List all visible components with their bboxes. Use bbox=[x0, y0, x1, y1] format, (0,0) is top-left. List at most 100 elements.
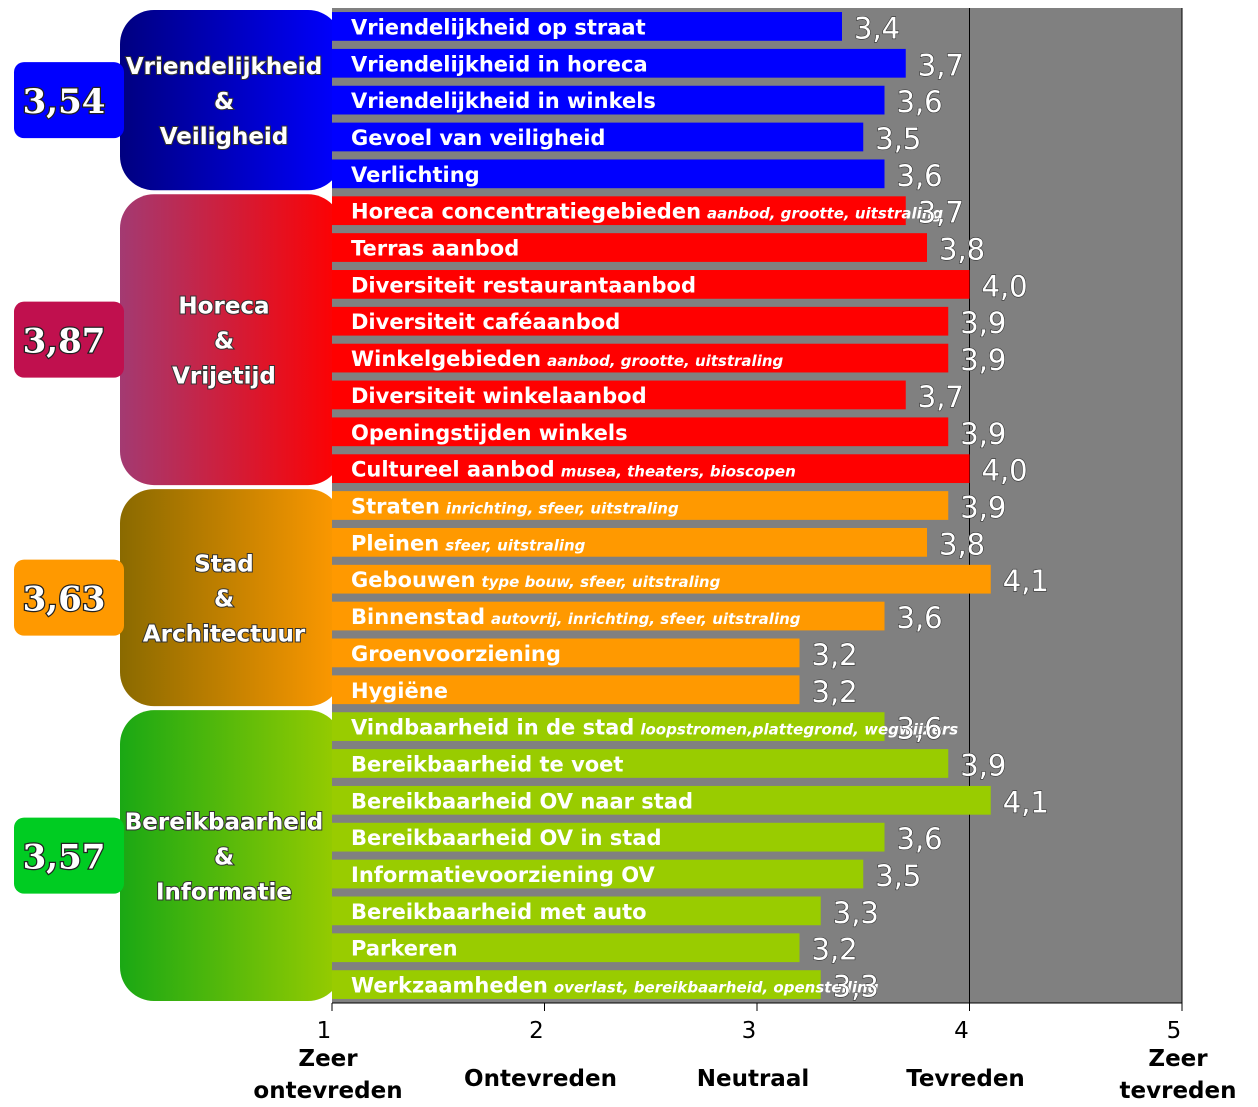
bar bbox=[332, 270, 970, 299]
bar-label-main: Openingstijden winkels bbox=[351, 421, 628, 445]
x-tick-caption: Neutraal bbox=[697, 1066, 809, 1092]
bar-row: Bereikbaarheid OV naar stad 4,1 bbox=[332, 785, 1049, 820]
value-label: 3,3 bbox=[833, 970, 879, 1004]
bar-label: Hygiëne bbox=[351, 679, 448, 703]
group-score: 3,57 bbox=[23, 838, 106, 878]
value-label: 3,6 bbox=[897, 822, 943, 856]
bar-row: Werkzaamheden overlast, bereikbaarheid, o… bbox=[332, 969, 879, 1004]
bar-label-main: Vindbaarheid in de stad bbox=[351, 716, 634, 740]
bar-row: Diversiteit restaurantaanbod 4,0 bbox=[332, 269, 1028, 304]
bar bbox=[332, 564, 991, 594]
group-panel bbox=[120, 10, 342, 191]
value-label: 3,9 bbox=[960, 343, 1006, 377]
value-label: 3,8 bbox=[939, 233, 985, 267]
bar bbox=[332, 380, 906, 410]
group-0: 3,54 Vriendelijkheid & Veiligheid bbox=[14, 10, 342, 191]
bar-label: Vriendelijkheid op straat bbox=[351, 15, 646, 39]
value-label: 3,5 bbox=[875, 859, 921, 893]
value-label: 4,1 bbox=[1003, 564, 1049, 598]
value-label: 3,7 bbox=[918, 48, 964, 82]
bar-label-main: Horeca concentratiegebieden bbox=[351, 200, 701, 224]
group-title-line: & bbox=[214, 845, 234, 871]
bar bbox=[332, 233, 927, 262]
group-2: 3,63 Stad & Architectuur bbox=[14, 489, 342, 707]
bar-row: Gevoel van veiligheid 3,5 bbox=[332, 121, 922, 157]
bar-row: Vriendelijkheid op straat 3,4 bbox=[332, 11, 901, 46]
bar-label: Straten inrichting, sfeer, uitstraling bbox=[351, 495, 679, 519]
bar-label-main: Bereikbaarheid te voet bbox=[351, 752, 623, 776]
x-tick-caption: ontevreden bbox=[253, 1078, 402, 1104]
group-title-line: Architectuur bbox=[143, 622, 306, 648]
value-label: 4,0 bbox=[982, 269, 1028, 303]
value-label: 3,6 bbox=[897, 159, 943, 193]
value-label: 3,8 bbox=[939, 527, 985, 561]
bar bbox=[332, 527, 927, 557]
bar-row: Vriendelijkheid in winkels 3,6 bbox=[332, 85, 943, 120]
bar bbox=[332, 896, 821, 926]
bar-label: Informatievoorziening OV bbox=[351, 863, 656, 887]
x-tick-caption: Zeer bbox=[298, 1046, 358, 1072]
bar-label-main: Bereikbaarheid met auto bbox=[351, 900, 647, 924]
group-title-line: & bbox=[214, 587, 234, 613]
value-label: 3,9 bbox=[960, 491, 1006, 525]
bar-label: Werkzaamheden overlast, bereikbaarheid, o… bbox=[351, 974, 879, 998]
group-score: 3,54 bbox=[23, 82, 106, 122]
bar-label-main: Vriendelijkheid op straat bbox=[351, 15, 646, 39]
bar-row: Diversiteit caféaanbod 3,9 bbox=[332, 306, 1007, 341]
bar-label-main: Parkeren bbox=[351, 937, 458, 961]
bar-label: Horeca concentratiegebieden aanbod, groot… bbox=[351, 200, 943, 224]
bar bbox=[332, 122, 864, 152]
bar-row: Parkeren 3,2 bbox=[332, 932, 858, 967]
bar-label: Bereikbaarheid te voet bbox=[351, 752, 623, 776]
bar-label-note: autovrij, inrichting, sfeer, uitstraling bbox=[491, 610, 801, 628]
value-label: 3,9 bbox=[960, 306, 1006, 340]
bar-row: Informatievoorziening OV 3,5 bbox=[332, 858, 922, 894]
bar bbox=[332, 749, 949, 778]
value-label: 4,1 bbox=[1003, 785, 1049, 819]
value-label: 3,2 bbox=[812, 675, 858, 709]
bar-row: Vindbaarheid in de stad loopstromen,platt… bbox=[332, 711, 958, 746]
group-title-line: Stad bbox=[194, 552, 254, 578]
x-axis: 1Zeerontevreden2Ontevreden3Neutraal4Tevr… bbox=[253, 1002, 1236, 1104]
group-title-line: Vrijetijd bbox=[172, 364, 276, 390]
group-score-badge bbox=[14, 301, 124, 378]
group-score-badge bbox=[14, 559, 124, 636]
group-panel bbox=[120, 194, 342, 486]
value-label: 3,7 bbox=[918, 196, 964, 230]
bar-label: Binnenstad autovrij, inrichting, sfeer, u… bbox=[351, 605, 801, 629]
bar-label: Vindbaarheid in de stad loopstromen,platt… bbox=[351, 716, 958, 740]
bar-label: Bereikbaarheid OV naar stad bbox=[351, 789, 693, 813]
group-score: 3,63 bbox=[23, 580, 106, 620]
bar-label-main: Vriendelijkheid in winkels bbox=[351, 89, 656, 113]
bar-row: Pleinen sfeer, uitstraling 3,8 bbox=[332, 527, 986, 562]
bar-label: Bereikbaarheid OV in stad bbox=[351, 826, 662, 850]
bar-row: Winkelgebieden aanbod, grootte, uitstrali… bbox=[332, 342, 1007, 378]
bar-label-note: inrichting, sfeer, uitstraling bbox=[446, 500, 679, 518]
bar-label: Diversiteit winkelaanbod bbox=[351, 384, 647, 408]
bar-label: Verlichting bbox=[351, 163, 480, 187]
bar-row: Horeca concentratiegebieden aanbod, groot… bbox=[332, 195, 964, 230]
bar-label-note: aanbod, grootte, uitstraling bbox=[547, 352, 783, 370]
bar-label: Gevoel van veiligheid bbox=[351, 126, 605, 150]
bar-row: Bereikbaarheid te voet 3,9 bbox=[332, 748, 1007, 783]
group-1: 3,87 Horeca & Vrijetijd bbox=[14, 194, 342, 486]
group-panels: 3,54 Vriendelijkheid & Veiligheid 3,87 Horeca… bbox=[14, 10, 342, 1001]
bar-label-main: Bereikbaarheid OV in stad bbox=[351, 826, 662, 850]
bar-label-main: Straten bbox=[351, 495, 440, 519]
bar-row: Straten inrichting, sfeer, uitstraling 3,9 bbox=[332, 490, 1007, 525]
bar-label-main: Diversiteit winkelaanbod bbox=[351, 384, 647, 408]
bar bbox=[332, 491, 949, 520]
bar-label: Vriendelijkheid in horeca bbox=[351, 52, 648, 76]
group-score: 3,87 bbox=[23, 322, 106, 362]
value-label: 3,7 bbox=[918, 380, 964, 414]
bar-label-main: Cultureel aanbod bbox=[351, 458, 555, 482]
bar-label: Groenvoorziening bbox=[351, 642, 561, 666]
bar-label: Vriendelijkheid in winkels bbox=[351, 89, 656, 113]
bar-label-note: sfeer, uitstraling bbox=[445, 536, 585, 554]
x-tick-caption: Tevreden bbox=[906, 1066, 1025, 1092]
bar-row: Hygiëne 3,2 bbox=[332, 674, 858, 709]
bar-label-main: Verlichting bbox=[351, 163, 480, 187]
bar-row: Bereikbaarheid met auto 3,3 bbox=[332, 895, 879, 930]
bar-label: Diversiteit caféaanbod bbox=[351, 310, 620, 334]
